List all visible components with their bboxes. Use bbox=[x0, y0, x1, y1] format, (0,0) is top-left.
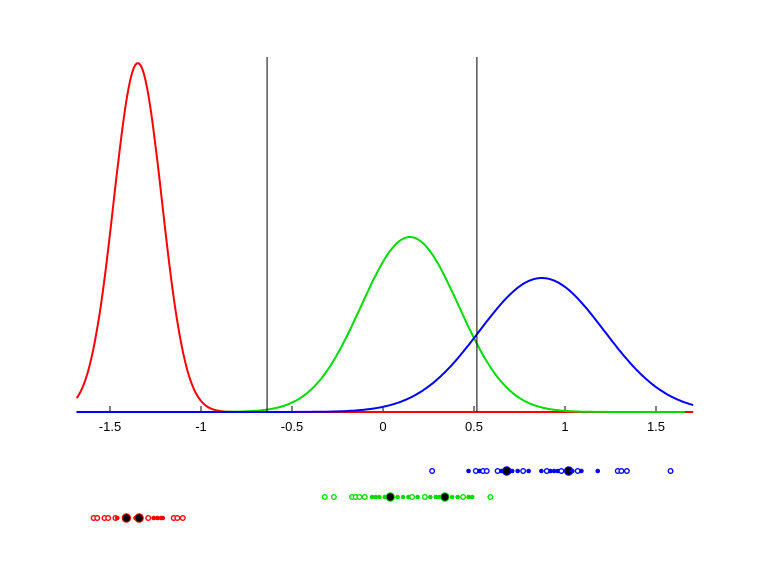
green-samples-point bbox=[466, 494, 471, 500]
blue-samples-point bbox=[526, 468, 531, 474]
red-samples-point bbox=[174, 515, 181, 522]
green-samples-point bbox=[369, 494, 375, 500]
blue-samples-point bbox=[466, 468, 471, 474]
green-samples-marked-point bbox=[440, 492, 450, 502]
red-samples-point bbox=[94, 515, 101, 522]
green-samples-point bbox=[321, 494, 328, 501]
x-tick-label: 1.5 bbox=[647, 419, 665, 434]
red-samples-point bbox=[151, 515, 156, 521]
red-samples-point bbox=[179, 515, 186, 522]
blue-samples-marked-point bbox=[502, 466, 512, 476]
x-tick-label: -1.5 bbox=[99, 419, 121, 434]
green-samples-point bbox=[428, 494, 433, 500]
green-samples-point bbox=[409, 494, 416, 501]
blue-samples-point bbox=[667, 468, 674, 475]
red-samples-marked-point bbox=[134, 513, 144, 523]
blue-samples-point bbox=[520, 468, 527, 475]
blue-samples-point bbox=[515, 468, 520, 474]
blue-samples-point bbox=[595, 468, 601, 474]
blue-samples-point bbox=[483, 468, 490, 475]
blue-samples-point bbox=[569, 468, 575, 474]
green-samples-point bbox=[421, 494, 428, 501]
green-samples-point bbox=[373, 494, 379, 500]
green-samples-point bbox=[400, 494, 406, 500]
x-tick-label: 0.5 bbox=[465, 419, 483, 434]
green-samples-point bbox=[469, 494, 475, 500]
x-tick-label: 0 bbox=[379, 419, 386, 434]
gaussian-curve-red bbox=[76, 62, 694, 413]
green-samples-point bbox=[415, 494, 420, 500]
green-samples-point bbox=[395, 494, 400, 500]
green-samples-point bbox=[455, 494, 460, 500]
blue-samples-point bbox=[551, 468, 557, 474]
x-tick-label: -0.5 bbox=[281, 419, 303, 434]
green-samples-point bbox=[377, 494, 382, 500]
green-samples-point bbox=[356, 494, 363, 501]
green-samples-point bbox=[433, 494, 439, 500]
red-samples-point bbox=[160, 515, 166, 521]
x-tick-label: 1 bbox=[561, 419, 568, 434]
red-samples-point bbox=[114, 515, 120, 521]
red-samples-marked-point bbox=[121, 513, 132, 523]
red-samples-point bbox=[105, 515, 112, 522]
blue-samples-point bbox=[539, 468, 544, 474]
x-tick-label: -1 bbox=[195, 419, 207, 434]
blue-samples-point bbox=[509, 468, 515, 474]
green-samples-marked-point bbox=[385, 492, 395, 502]
red-samples-point bbox=[155, 515, 160, 521]
green-samples-point bbox=[460, 494, 467, 501]
blue-samples-point bbox=[429, 468, 436, 475]
blue-samples-point bbox=[618, 468, 625, 475]
gaussian-curve-blue bbox=[76, 277, 694, 413]
green-samples-point bbox=[361, 494, 368, 501]
blue-samples-point bbox=[579, 468, 584, 474]
green-samples-point bbox=[330, 494, 337, 501]
green-samples-point bbox=[487, 494, 494, 501]
red-samples-point bbox=[145, 515, 152, 522]
blue-samples-point bbox=[548, 468, 553, 474]
blue-samples-point bbox=[623, 468, 630, 475]
blue-samples-point bbox=[558, 468, 565, 475]
green-samples-point bbox=[449, 494, 455, 500]
